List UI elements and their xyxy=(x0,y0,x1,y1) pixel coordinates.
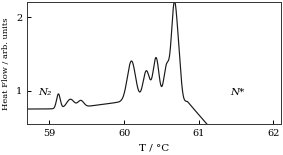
Text: N₂: N₂ xyxy=(38,88,52,97)
Y-axis label: Heat Flow / arb. units: Heat Flow / arb. units xyxy=(3,17,10,110)
Text: N*: N* xyxy=(230,88,244,97)
X-axis label: T / °C: T / °C xyxy=(139,144,169,153)
